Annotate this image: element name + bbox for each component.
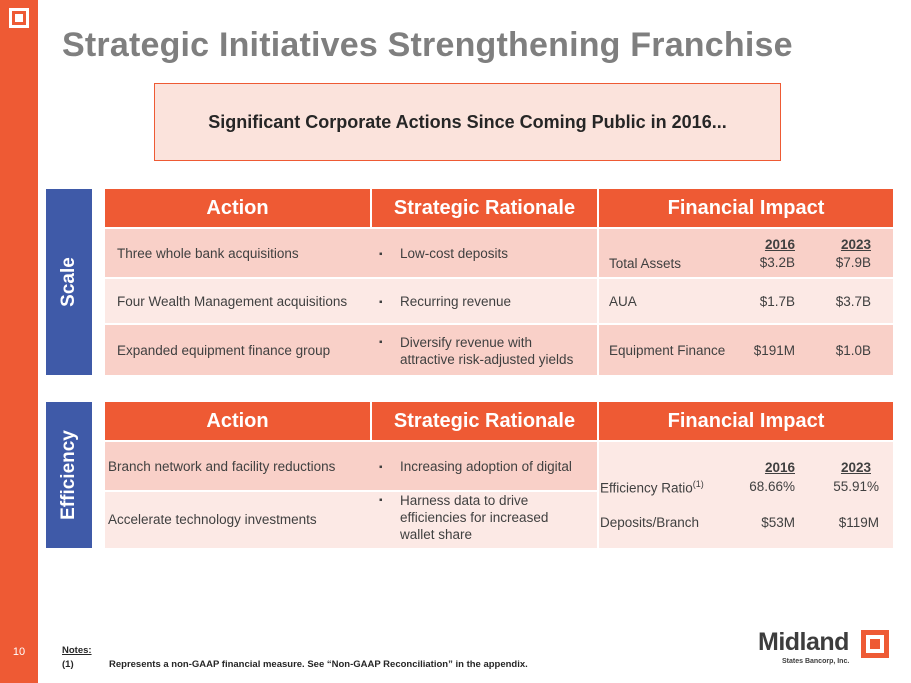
scale-year-2023: 2023: [840, 237, 871, 252]
logo-square-icon: [861, 630, 889, 658]
efficiency-value-2023-1: 55.91%: [833, 479, 879, 494]
scale-value-2023-3: $1.0B: [835, 343, 871, 358]
efficiency-section-label: Efficiency: [46, 402, 92, 548]
scale-header-action: Action: [105, 189, 370, 227]
bullet-icon: ▪: [379, 337, 383, 348]
scale-value-2016-2: $1.7B: [759, 294, 795, 309]
scale-header-financial-impact: Financial Impact: [599, 189, 893, 227]
page-title: Strategic Initiatives Strengthening Fran…: [62, 26, 793, 64]
bullet-icon: ▪: [379, 462, 383, 473]
callout-text: Significant Corporate Actions Since Comi…: [208, 111, 727, 132]
scale-rationale-3: Diversify revenue with attractive risk-a…: [400, 335, 574, 367]
efficiency-year-2016: 2016: [764, 460, 795, 475]
scale-value-2023-2: $3.7B: [835, 294, 871, 309]
brand-mark-icon: [9, 8, 29, 28]
notes-text: Represents a non-GAAP financial measure.…: [109, 659, 528, 670]
scale-rationale-1: Low-cost deposits: [400, 246, 509, 261]
footnote-marker: (1): [692, 479, 704, 489]
scale-metric-1: Total Assets: [609, 256, 682, 271]
table-row: [105, 442, 597, 490]
page-number: 10: [12, 646, 26, 658]
scale-year-2016: 2016: [764, 237, 795, 252]
impact-row: [599, 325, 893, 375]
scale-action-2: Four Wealth Management acquisitions: [117, 294, 348, 309]
efficiency-year-2023: 2023: [840, 460, 871, 475]
scale-value-2016-3: $191M: [753, 343, 795, 358]
bullet-icon: ▪: [379, 495, 383, 506]
scale-action-1: Three whole bank acquisitions: [117, 246, 299, 261]
scale-rationale-2: Recurring revenue: [400, 294, 512, 309]
bullet-icon: ▪: [379, 297, 383, 308]
bullet-icon: ▪: [379, 249, 383, 260]
efficiency-rationale-2: Harness data to drive efficiencies for i…: [400, 493, 549, 542]
table-row: [105, 492, 597, 548]
scale-header-rationale: Strategic Rationale: [372, 189, 597, 227]
scale-metric-2: AUA: [609, 294, 637, 309]
efficiency-header-action: Action: [105, 402, 370, 440]
logo-subtitle: States Bancorp, Inc.: [782, 658, 850, 665]
efficiency-value-2023-2: $119M: [838, 515, 879, 530]
table-row: [105, 279, 597, 323]
scale-value-2023-1: $7.9B: [835, 255, 871, 270]
efficiency-value-2016-2: $53M: [761, 515, 795, 530]
scale-metric-3: Equipment Finance: [609, 343, 726, 358]
efficiency-action-2: Accelerate technology investments: [108, 512, 317, 527]
efficiency-header-rationale: Strategic Rationale: [372, 402, 597, 440]
scale-value-2016-1: $3.2B: [759, 255, 795, 270]
scale-section-label: Scale: [46, 189, 92, 375]
efficiency-rationale-1: Increasing adoption of digital: [400, 459, 572, 474]
impact-row: [599, 229, 893, 277]
efficiency-value-2016-1: 68.66%: [749, 479, 795, 494]
notes: Notes: (1) Represents a non-GAAP financi…: [62, 645, 528, 670]
table-row: [105, 229, 597, 277]
midland-logo: Midland States Bancorp, Inc.: [758, 628, 898, 670]
impact-row: [599, 279, 893, 323]
notes-number: (1): [62, 659, 74, 670]
efficiency-metric-2: Deposits/Branch: [600, 515, 700, 530]
logo-wordmark: Midland: [758, 628, 849, 656]
impact-row: [599, 442, 893, 548]
table-row: [105, 325, 597, 375]
callout-box: Significant Corporate Actions Since Comi…: [154, 83, 781, 161]
left-accent-bar: 10: [0, 0, 38, 683]
notes-heading: Notes:: [62, 645, 92, 656]
efficiency-header-financial-impact: Financial Impact: [599, 402, 893, 440]
efficiency-action-1: Branch network and facility reductions: [108, 459, 336, 474]
scale-action-3: Expanded equipment finance group: [117, 343, 331, 358]
efficiency-metric-1: Efficiency Ratio(1): [600, 479, 704, 496]
